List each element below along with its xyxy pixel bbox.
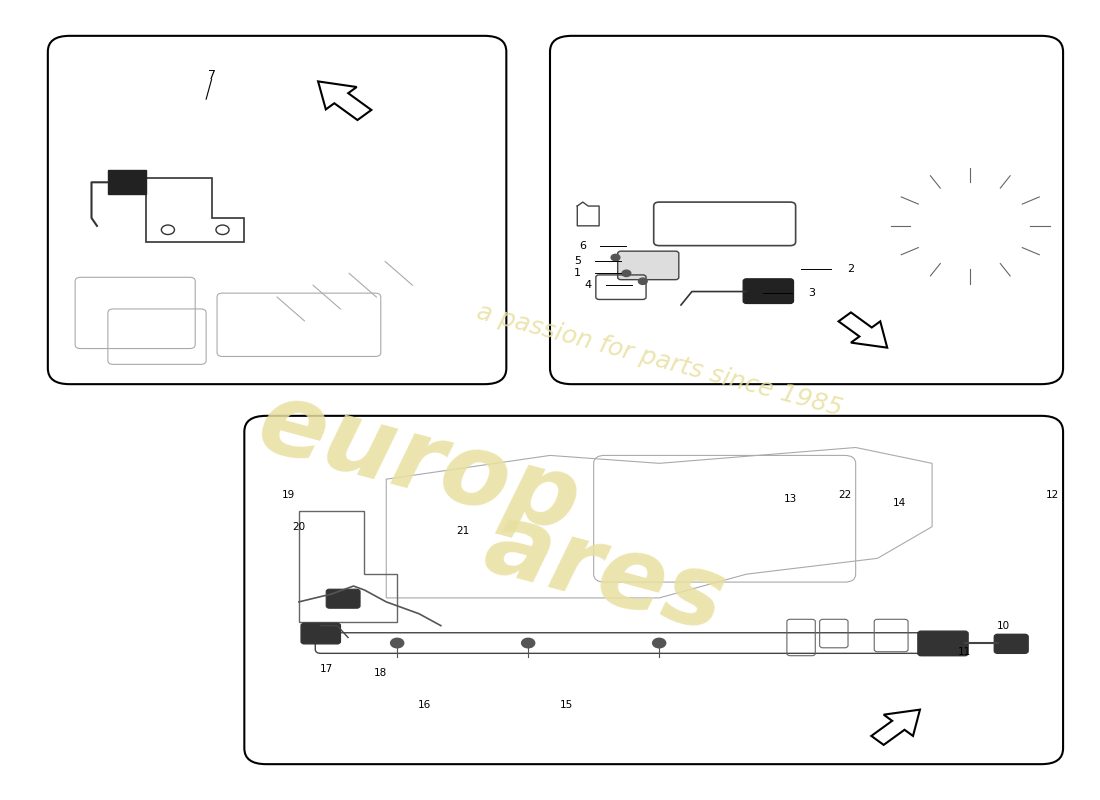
Text: a passion for parts since 1985: a passion for parts since 1985: [474, 300, 845, 421]
Text: 20: 20: [293, 522, 306, 532]
Text: 13: 13: [783, 494, 796, 504]
Text: 4: 4: [584, 280, 592, 290]
Text: 5: 5: [574, 257, 581, 266]
Text: 17: 17: [320, 664, 333, 674]
Circle shape: [652, 638, 666, 648]
FancyBboxPatch shape: [327, 590, 360, 608]
Text: 22: 22: [838, 490, 851, 500]
Text: 18: 18: [374, 668, 387, 678]
Text: 15: 15: [560, 700, 573, 710]
Text: 14: 14: [893, 498, 906, 508]
Text: 10: 10: [997, 621, 1010, 630]
Polygon shape: [871, 710, 920, 745]
FancyBboxPatch shape: [618, 251, 679, 280]
Text: 12: 12: [1045, 490, 1059, 500]
FancyBboxPatch shape: [994, 634, 1028, 654]
Text: 19: 19: [282, 490, 295, 500]
Polygon shape: [838, 312, 888, 348]
Polygon shape: [318, 82, 372, 120]
Text: 7: 7: [208, 69, 216, 82]
FancyBboxPatch shape: [917, 631, 968, 656]
Text: 11: 11: [958, 646, 971, 657]
Text: ares: ares: [474, 496, 735, 653]
Text: 1: 1: [574, 268, 581, 278]
Circle shape: [621, 270, 630, 277]
Circle shape: [612, 254, 620, 261]
Polygon shape: [108, 170, 146, 194]
Text: 6: 6: [580, 241, 586, 250]
FancyBboxPatch shape: [744, 279, 793, 303]
Text: europ: europ: [248, 374, 591, 553]
Circle shape: [638, 278, 647, 285]
Text: 2: 2: [847, 264, 854, 274]
Text: 21: 21: [456, 526, 470, 536]
Text: 16: 16: [418, 700, 431, 710]
Circle shape: [390, 638, 404, 648]
FancyBboxPatch shape: [301, 623, 340, 644]
Text: 3: 3: [808, 288, 815, 298]
Circle shape: [521, 638, 535, 648]
